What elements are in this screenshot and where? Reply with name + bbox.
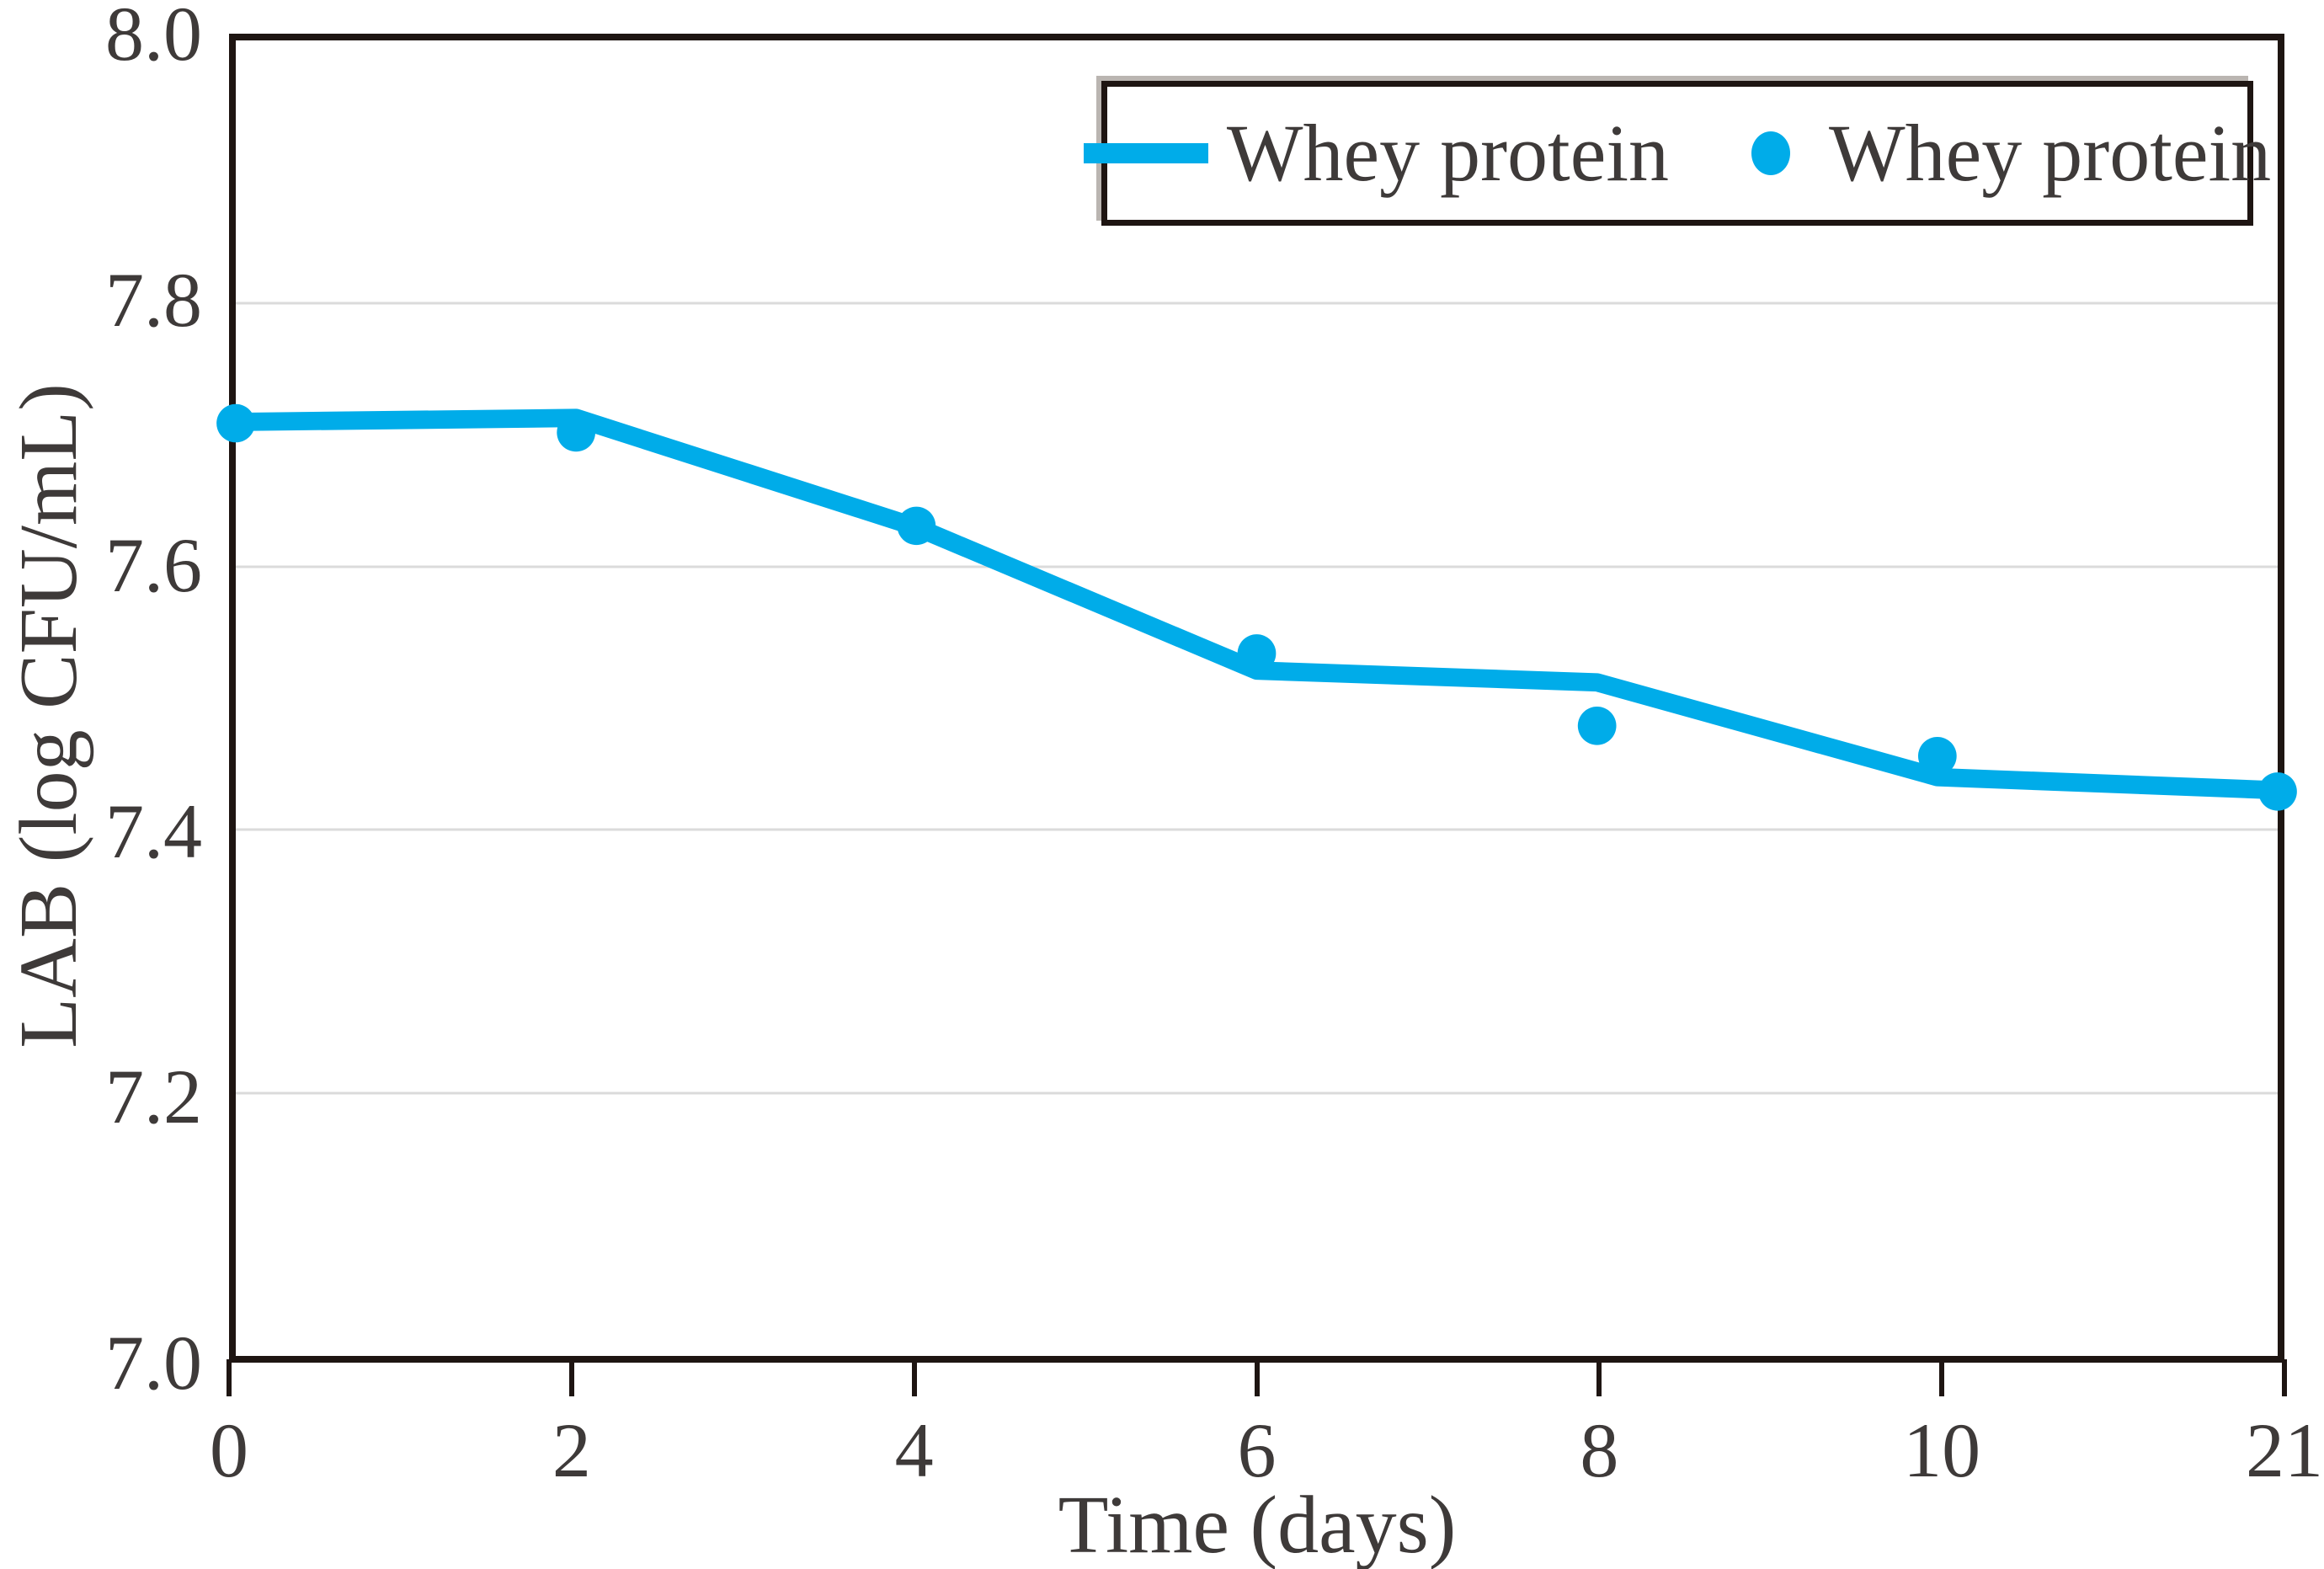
x-tick-mark <box>1939 1359 1945 1396</box>
grid-line <box>236 302 2278 305</box>
legend-label-scatter: Whey protein <box>1829 108 2272 198</box>
y-tick-label: 7.6 <box>105 522 202 609</box>
x-tick-label: 10 <box>1903 1407 1981 1493</box>
x-tick-label: 0 <box>210 1407 248 1493</box>
data-point <box>1237 634 1277 673</box>
line-swatch-icon <box>1083 143 1208 163</box>
x-tick-mark <box>1596 1359 1602 1396</box>
x-tick-label: 8 <box>1580 1407 1619 1493</box>
y-axis-title: LAB (log CFU/mL) <box>3 383 94 1049</box>
x-tick-mark <box>568 1359 574 1396</box>
x-tick-mark <box>2282 1359 2287 1396</box>
x-tick-label: 21 <box>2246 1407 2323 1493</box>
legend-label-line: Whey protein <box>1226 108 1669 198</box>
trend-line <box>227 408 2287 800</box>
y-tick-label: 7.8 <box>105 256 202 343</box>
x-tick-mark <box>227 1359 232 1396</box>
grid-line <box>236 1091 2278 1095</box>
y-tick-label: 8.0 <box>105 0 202 77</box>
data-point <box>2258 772 2297 811</box>
x-axis-title: Time (days) <box>1058 1480 1457 1569</box>
y-tick-label: 7.4 <box>105 787 202 874</box>
grid-line <box>236 828 2278 831</box>
y-tick-label: 7.0 <box>105 1320 202 1406</box>
legend-entry-scatter: Whey protein <box>1751 113 2271 194</box>
x-tick-label: 4 <box>894 1407 934 1493</box>
dot-swatch-icon <box>1751 131 1790 175</box>
data-layer <box>216 403 2297 811</box>
data-point <box>897 506 936 546</box>
x-tick-label: 2 <box>552 1407 591 1493</box>
data-point <box>557 413 596 452</box>
x-tick-mark <box>911 1359 917 1396</box>
legend-entry-line: Whey protein <box>1083 108 1669 198</box>
data-point <box>216 403 255 443</box>
legend: Whey protein Whey protein <box>1083 81 2271 226</box>
data-point <box>1577 707 1617 745</box>
y-tick-label: 7.2 <box>105 1054 202 1140</box>
data-point <box>1917 736 1957 776</box>
plot-area: Whey protein Whey protein <box>216 34 2297 1363</box>
x-tick-mark <box>1254 1359 1260 1396</box>
x-tick-label: 6 <box>1237 1407 1277 1493</box>
grid-line <box>236 565 2278 568</box>
